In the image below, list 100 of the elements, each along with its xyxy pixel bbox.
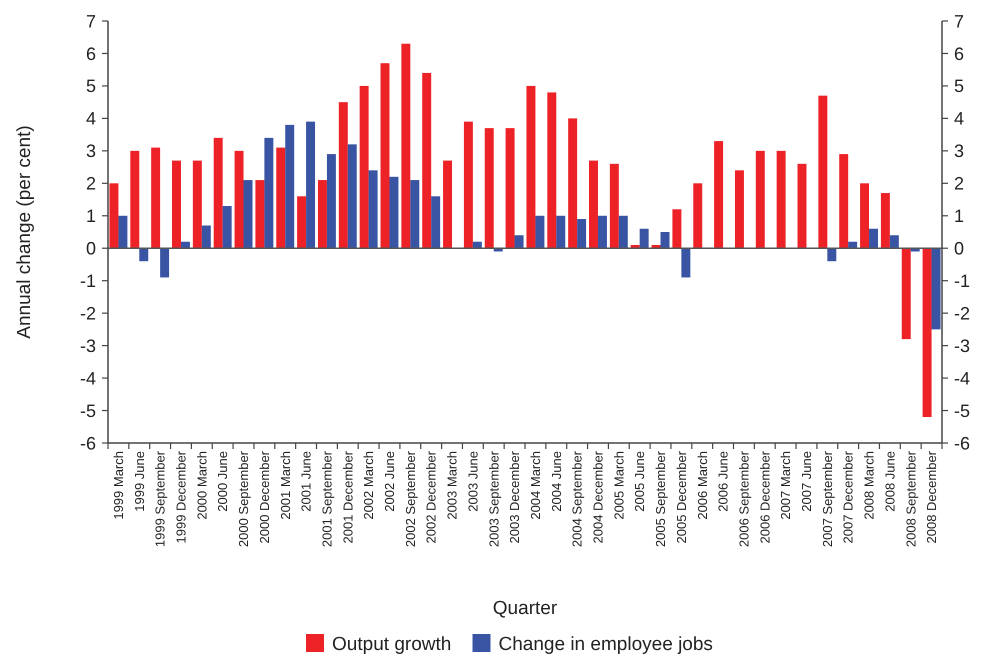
x-tick-label: 2006 June: [716, 451, 731, 512]
bar: [244, 180, 252, 248]
bar: [848, 242, 858, 248]
y2-tick-label: -2: [954, 303, 970, 324]
x-tick-label: 2008 December: [924, 450, 940, 544]
x-tick-label: 2002 September: [402, 450, 418, 548]
bar: [922, 248, 932, 418]
y2-tick-label: 6: [954, 44, 964, 64]
y-tick-label: 6: [86, 44, 96, 64]
y2-tick-label: 5: [954, 76, 964, 96]
bar: [932, 248, 941, 330]
y2-tick-label: -4: [954, 368, 970, 388]
bar: [326, 154, 336, 248]
y-tick-label: -4: [80, 368, 96, 388]
bar: [598, 216, 607, 248]
x-tick-label: 2001 June: [298, 451, 314, 512]
bar: [422, 72, 432, 248]
bar: [568, 118, 578, 248]
x-tick-label: 2006 September: [736, 450, 752, 548]
bar: [610, 164, 619, 248]
x-tick-label: 2003 December: [507, 450, 522, 544]
y-tick-label: 3: [86, 141, 96, 162]
y-tick-label: -5: [80, 400, 96, 421]
y-tick-label: 4: [86, 108, 96, 129]
x-tick-label: 2008 September: [903, 450, 918, 548]
bar: [589, 160, 598, 248]
bar: [338, 102, 348, 248]
x-tick-label: 2006 March: [694, 451, 710, 520]
y2-tick-label: 4: [954, 108, 964, 129]
y-tick-label: -6: [80, 433, 96, 454]
y-tick-label: -2: [80, 303, 96, 324]
bar: [756, 150, 765, 248]
x-axis-title: Quarter: [492, 598, 558, 619]
bar: [109, 183, 118, 248]
bar: [360, 86, 369, 248]
bar: [514, 235, 524, 248]
y2-tick-label: 7: [954, 11, 964, 32]
x-tick-label: 2000 March: [194, 451, 210, 520]
x-tick-label: 2001 September: [319, 450, 334, 548]
x-tick-label: 2003 September: [486, 450, 502, 548]
x-tick-label: 1999 June: [132, 451, 147, 512]
bar: [389, 176, 398, 248]
bar: [297, 196, 306, 248]
x-tick-label: 2005 September: [653, 450, 668, 548]
bar: [672, 209, 682, 248]
x-tick-label: 2008 June: [882, 451, 898, 512]
bar: [160, 248, 170, 278]
bar: [464, 122, 473, 248]
x-tick-label: 2007 December: [840, 450, 856, 544]
bar: [172, 160, 181, 248]
bar: [443, 160, 452, 248]
y-axis-title: Annual change (per cent): [14, 125, 35, 339]
x-tick-label: 2002 March: [361, 451, 376, 520]
bar: [556, 216, 566, 248]
bar: [839, 154, 848, 248]
bar: [827, 248, 836, 262]
y-tick-label: 2: [86, 174, 96, 194]
bar: [776, 150, 786, 248]
bar: [276, 148, 286, 248]
bar: [734, 170, 744, 248]
bar: [880, 193, 890, 248]
x-tick-label: 2004 March: [528, 451, 543, 520]
bar: [714, 141, 724, 248]
bar: [869, 228, 878, 248]
y-tick-label: 5: [86, 76, 96, 96]
y-tick-label: -3: [80, 336, 96, 356]
bar: [368, 170, 378, 248]
x-tick-label: 2007 March: [778, 451, 794, 520]
bar: [860, 183, 870, 248]
x-tick-label: 2003 March: [444, 451, 460, 520]
bar: [318, 180, 327, 248]
bar: [192, 160, 202, 248]
x-tick-label: 1999 December: [174, 450, 189, 544]
x-tick-label: 1999 September: [152, 450, 168, 548]
y2-tick-label: 0: [954, 238, 964, 259]
bar: [640, 228, 649, 248]
bar: [118, 216, 128, 248]
bar: [222, 206, 232, 248]
x-tick-label: 2008 March: [862, 451, 877, 520]
x-tick-label: 1999 March: [110, 451, 126, 520]
x-tick-label: 2007 September: [820, 450, 835, 548]
bar: [410, 180, 420, 248]
x-tick-label: 2000 December: [256, 450, 272, 544]
y2-tick-label: 1: [954, 206, 964, 226]
bar: [151, 148, 160, 248]
bar: [472, 242, 482, 248]
bar: [547, 92, 556, 248]
y2-tick-label: -5: [954, 400, 970, 421]
legend-label: Output growth: [332, 634, 452, 655]
y2-tick-label: -6: [954, 433, 970, 454]
x-tick-label: 2000 September: [236, 450, 252, 548]
bar: [890, 235, 899, 248]
bar: [214, 138, 223, 248]
legend-label: Change in employee jobs: [498, 634, 713, 655]
bar: [130, 150, 140, 248]
bar: [618, 216, 628, 248]
x-tick-label: 2005 December: [674, 450, 689, 544]
bar: [306, 122, 316, 248]
bar: [401, 44, 410, 248]
x-tick-label: 2007 June: [799, 451, 814, 512]
